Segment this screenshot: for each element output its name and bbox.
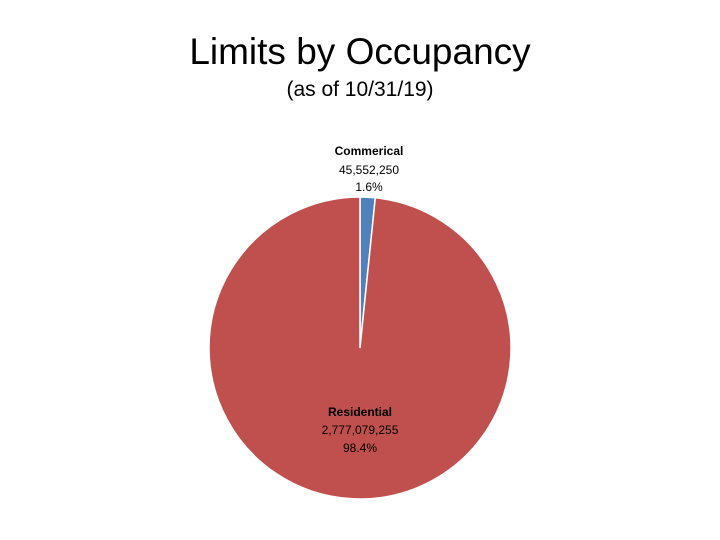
slice-label-name: Residential	[328, 405, 392, 419]
slice-label-percent: 1.6%	[355, 180, 383, 194]
slice-label-name: Commerical	[335, 144, 404, 158]
title-block: Limits by Occupancy (as of 10/31/19)	[0, 30, 720, 104]
slice-label-percent: 98.4%	[343, 441, 377, 455]
chart-subtitle: (as of 10/31/19)	[286, 78, 434, 101]
pie-slices	[208, 196, 512, 500]
slice-label-value: 45,552,250	[339, 163, 399, 177]
slice-label-value: 2,777,079,255	[322, 423, 399, 437]
pie-slice-residential	[208, 196, 512, 500]
label-commerical: Commerical 45,552,250 1.6%	[335, 144, 404, 194]
chart-title: Limits by Occupancy	[189, 31, 531, 72]
label-residential: Residential 2,777,079,255 98.4%	[322, 405, 399, 455]
